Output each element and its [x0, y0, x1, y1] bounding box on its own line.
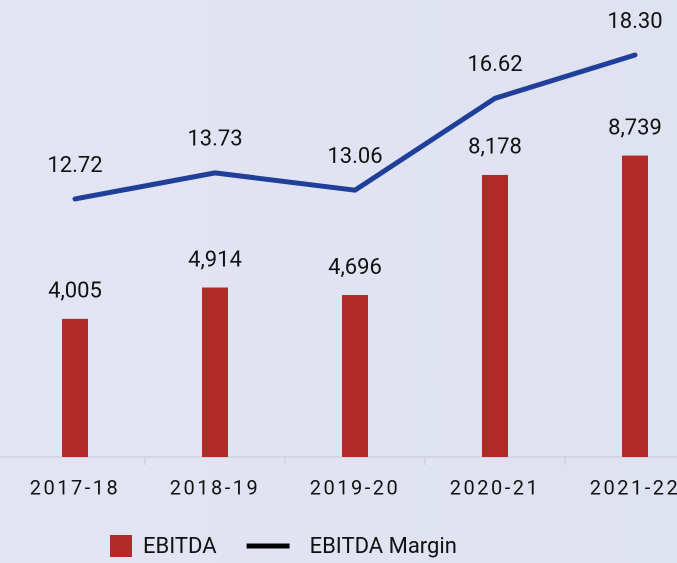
line-value-label: 16.62: [467, 52, 522, 77]
x-tick-label: 2017-18: [30, 475, 120, 499]
x-tick-label: 2021-22: [590, 475, 677, 499]
bar-value-label: 4,005: [48, 279, 102, 304]
legend-swatch: [110, 535, 132, 557]
legend-label: EBITDA Margin: [310, 534, 457, 559]
line-value-label: 12.72: [47, 153, 102, 178]
line-value-label: 13.06: [327, 144, 382, 169]
x-tick-label: 2018-19: [170, 475, 260, 499]
line-value-label: 18.30: [607, 9, 662, 34]
bar: [622, 155, 648, 457]
bar: [202, 287, 228, 457]
x-tick-label: 2019-20: [310, 475, 400, 499]
line: [72, 52, 638, 202]
bar: [482, 174, 508, 457]
x-tick-label: 2020-21: [450, 475, 540, 499]
bar-value-label: 8,178: [468, 135, 522, 160]
line-value-label: 13.73: [187, 127, 242, 152]
bar: [62, 318, 88, 457]
bar: [342, 295, 368, 457]
bar-value-label: 8,739: [608, 115, 662, 140]
bar-value-label: 4,914: [188, 247, 242, 272]
legend-label: EBITDA: [143, 534, 217, 559]
bar-value-label: 4,696: [328, 255, 382, 280]
